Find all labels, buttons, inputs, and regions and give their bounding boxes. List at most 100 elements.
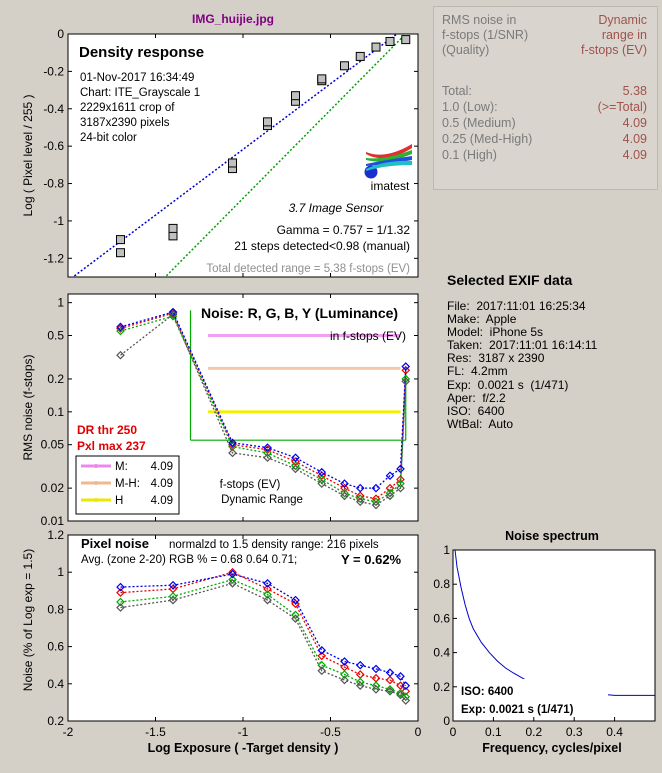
pixelnoise-y-tick-label: 1 — [57, 565, 64, 579]
density-point — [385, 36, 395, 46]
rms-row-label: Total: — [442, 84, 472, 98]
rms-header-left-1: RMS noise in — [442, 13, 517, 27]
noise-point-G — [263, 448, 272, 458]
pixelnoise-point-Y — [228, 579, 237, 588]
pixelnoise-point-B — [116, 582, 125, 592]
legend-label: H — [115, 495, 123, 507]
exif-line: Model: iPhone 5s — [447, 325, 544, 340]
imatest-logo-swoosh — [366, 150, 412, 162]
pixelnoise-point-R — [263, 584, 272, 594]
density-y-tick-label: -0.2 — [43, 64, 64, 78]
legend-label: M: — [115, 461, 128, 473]
noise-point-G — [291, 461, 300, 471]
noise-series-G — [120, 315, 407, 503]
pixelnoise-series-G — [120, 578, 407, 698]
density-y-tick-label: -1 — [53, 214, 64, 228]
legend-value: 4.09 — [151, 495, 173, 507]
pixelnoise-y-axis-label: Noise (% of Log exp = 1.5) — [21, 549, 35, 691]
pixelnoise-y-tick-label: 1.2 — [47, 528, 64, 542]
pixelnoise-x-tick-label: 0 — [415, 725, 422, 739]
noise-point-B — [340, 479, 349, 488]
pixelnoise-point-Y — [116, 603, 125, 612]
rms-header-left: RMS noise in f-stops (1/SNR) (Quality) — [442, 13, 528, 58]
noise-point-B — [263, 443, 272, 452]
density-point — [168, 223, 178, 233]
pixelnoise-point-G — [340, 670, 349, 679]
pixelnoise-x-tick-label: -1 — [238, 725, 249, 739]
noise-point-G — [401, 374, 411, 384]
exif-line: Make: Apple — [447, 312, 517, 327]
noise-point-Y — [317, 479, 327, 488]
pixelnoise-y-value: Y = 0.62% — [341, 552, 402, 567]
pixelnoise-point-B — [168, 580, 178, 590]
spectrum-iso: ISO: 6400 — [461, 686, 513, 698]
pxl-max-label: Pxl max 237 — [77, 439, 146, 453]
density-y-tick-label: -1.2 — [43, 251, 64, 265]
pixelnoise-avg: Avg. (zone 2-20) RGB % = 0.68 0.64 0.71; — [81, 554, 297, 566]
exif-heading: Selected EXIF data — [447, 272, 573, 288]
imatest-logo-swoosh — [366, 160, 412, 171]
density-info-line: 24-bit color — [80, 132, 137, 144]
spectrum-x-tick-label: 0.4 — [606, 725, 623, 739]
file-title: IMG_huijie.jpg — [192, 12, 274, 26]
noise-point-Y — [385, 491, 395, 501]
pixelnoise-point-R — [401, 686, 411, 696]
pixelnoise-subtitle: normalzd to 1.5 density range: 216 pixel… — [169, 539, 379, 551]
exif-line: Taken: 2017:11:01 16:14:11 — [447, 338, 598, 353]
noise-y-tick-label: 1 — [57, 296, 64, 310]
rms-row-label: 0.25 (Med-High) — [442, 132, 533, 146]
legend-swatch-dot — [94, 498, 98, 502]
noise-point-G — [116, 326, 125, 336]
range-text: Total detected range = 5.38 f-stops (EV) — [206, 263, 410, 275]
steps-text: 21 steps detected<0.98 (manual) — [234, 239, 410, 253]
rms-header-right-2: range in — [601, 28, 647, 42]
density-info-line: Chart: ITE_Grayscale 1 — [80, 87, 200, 99]
density-point — [168, 231, 178, 241]
pixelnoise-point-R — [317, 651, 327, 661]
noise-subtitle: in f-stops (EV) — [330, 329, 406, 343]
pixelnoise-point-G — [317, 660, 327, 670]
noise-point-Y — [291, 464, 300, 474]
exif-line: Aper: f/2.2 — [447, 390, 506, 405]
rms-header-left-2: f-stops (1/SNR) — [442, 28, 529, 42]
pixelnoise-series-B — [120, 573, 407, 686]
density-point — [263, 117, 272, 127]
pixelnoise-title: Pixel noise — [81, 536, 149, 551]
gamma-text: Gamma = 0.757 = 1/1.32 — [277, 223, 411, 237]
rms-row-value: 4.09 — [622, 132, 647, 146]
pixelnoise-point-G — [263, 590, 272, 599]
density-y-tick-label: -0.8 — [43, 177, 64, 191]
pixelnoise-point-B — [355, 660, 365, 670]
pixelnoise-plot-area — [67, 534, 419, 722]
density-point — [116, 248, 125, 258]
legend-value: 4.09 — [151, 478, 173, 490]
pixelnoise-point-Y — [291, 614, 300, 624]
pixelnoise-point-R — [385, 675, 395, 685]
pixelnoise-point-Y — [263, 595, 272, 605]
pixelnoise-point-G — [228, 575, 237, 584]
pixelnoise-point-Y — [355, 681, 365, 691]
noise-point-B — [291, 453, 300, 463]
noise-point-B — [371, 483, 381, 493]
density-point — [228, 158, 237, 168]
noise-point-B — [355, 483, 365, 493]
pixelnoise-point-Y — [317, 666, 327, 676]
spectrum-x-tick-label: 0.3 — [566, 725, 583, 739]
density-point — [371, 42, 381, 52]
pixelnoise-point-B — [340, 657, 349, 666]
noise-point-G — [371, 497, 381, 507]
pixelnoise-y-tick-label: 0.4 — [47, 677, 64, 691]
pixelnoise-point-G — [371, 681, 381, 691]
pixelnoise-point-R — [116, 588, 125, 598]
density-point — [340, 61, 349, 71]
legend-value: 4.09 — [151, 461, 173, 473]
pixelnoise-point-B — [228, 569, 237, 579]
noise-point-B — [116, 322, 125, 332]
spectrum-x-tick-label: 0.1 — [485, 725, 502, 739]
noise-y-axis-label: RMS noise (f-stops) — [21, 354, 35, 460]
pixelnoise-point-G — [116, 597, 125, 607]
imatest-logo-text: imatest — [371, 179, 410, 193]
rms-row-label: 0.1 (High) — [442, 148, 497, 162]
noise-point-B — [401, 362, 411, 371]
pixelnoise-point-Y — [168, 595, 178, 605]
